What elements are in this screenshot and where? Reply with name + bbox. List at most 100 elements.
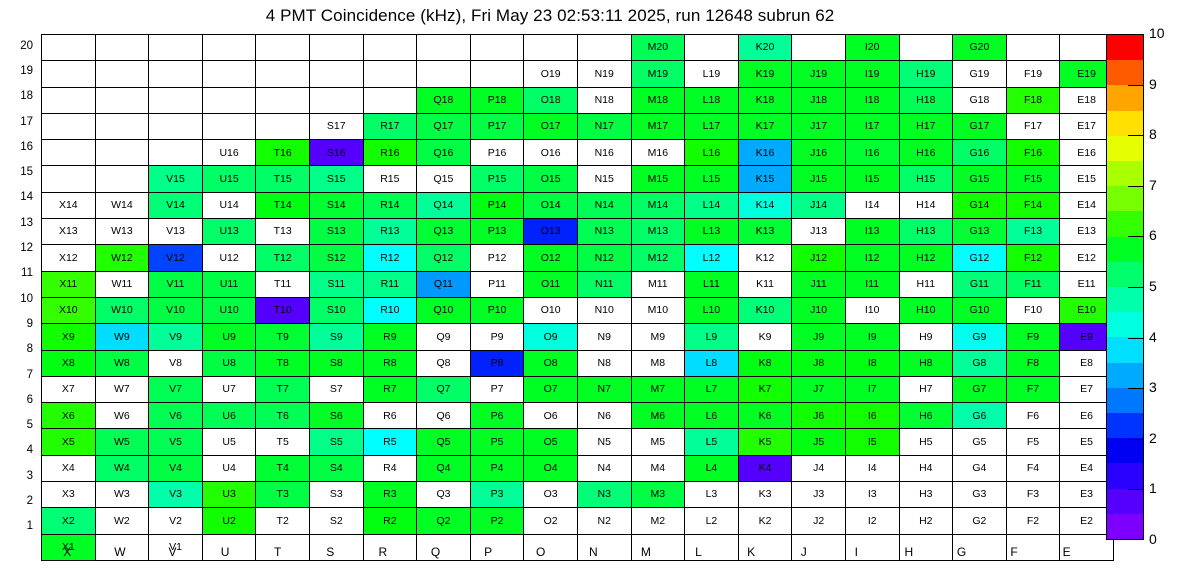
heatmap-cell-K9: K9 bbox=[737, 323, 793, 351]
heatmap-cell-H16: H16 bbox=[898, 139, 954, 167]
heatmap-cell-L11: L11 bbox=[684, 270, 739, 298]
heatmap-cell-V14: V14 bbox=[148, 191, 203, 220]
heatmap-cell-J6: J6 bbox=[791, 402, 846, 430]
heatmap-cell-N4: N4 bbox=[576, 454, 632, 483]
colorbar-gradient bbox=[1106, 34, 1144, 540]
heatmap-cell-O8: O8 bbox=[523, 349, 578, 377]
heatmap-row: S17 R17 Q17 P17 O17 N17 M17 L17 K17 J17 I17 H17 G17 F… bbox=[41, 112, 1114, 141]
heatmap-cell-empty bbox=[94, 165, 150, 193]
heatmap-cell-H15: H15 bbox=[898, 165, 954, 193]
heatmap-cell-O9: O9 bbox=[523, 323, 578, 351]
heatmap-cell-L2: L2 bbox=[684, 507, 739, 535]
heatmap-cell-U4: U4 bbox=[201, 454, 257, 483]
colorbar-tick-mark-2 bbox=[1128, 438, 1144, 440]
heatmap-cell-O14: O14 bbox=[523, 191, 578, 220]
colorbar-band-19 bbox=[1107, 34, 1143, 61]
heatmap-cell-J12: J12 bbox=[791, 244, 846, 272]
heatmap-cell-J15: J15 bbox=[791, 165, 846, 193]
heatmap-cell-V6: V6 bbox=[148, 402, 203, 430]
heatmap-cell-P10: P10 bbox=[469, 296, 525, 325]
heatmap-row: X11 W11 V11 U11 T11 S11 R11 Q11 P11 O11 N11 M11 L11 K… bbox=[41, 270, 1114, 298]
heatmap-row: X2 W2 V2 U2 T2 S2 R2 Q2 P2 O2 N2 M2 L2 K2 J2 I2 H2 G2 F2 E2 bbox=[41, 507, 1114, 535]
heatmap-cell-I12: I12 bbox=[844, 244, 900, 272]
heatmap-cell-I18: I18 bbox=[844, 86, 900, 114]
heatmap-cell-O16: O16 bbox=[523, 139, 578, 167]
heatmap-cell-empty bbox=[576, 33, 632, 62]
heatmap-cell-empty bbox=[576, 533, 632, 561]
heatmap-cell-Q4: Q4 bbox=[416, 454, 471, 483]
heatmap-cell-P14: P14 bbox=[469, 191, 525, 220]
heatmap-cell-E10: E10 bbox=[1059, 296, 1114, 325]
heatmap-cell-J11: J11 bbox=[791, 270, 846, 298]
heatmap-cell-M20: M20 bbox=[630, 33, 686, 62]
heatmap-cell-Q14: Q14 bbox=[416, 191, 471, 220]
heatmap-cell-P17: P17 bbox=[469, 112, 525, 141]
heatmap-cell-empty bbox=[148, 86, 203, 114]
x-axis-tick-T: T bbox=[274, 545, 282, 559]
heatmap-cell-X14: X14 bbox=[41, 191, 96, 220]
heatmap-row: X14 W14 V14 U14 T14 S14 R14 Q14 P14 O14 N14 M14 L14 K… bbox=[41, 191, 1114, 220]
heatmap-cell-empty bbox=[1059, 33, 1114, 62]
heatmap-cell-empty bbox=[41, 165, 96, 193]
heatmap-cell-U10: U10 bbox=[201, 296, 257, 325]
heatmap-cell-H10: H10 bbox=[898, 296, 954, 325]
heatmap-cell-Q7: Q7 bbox=[416, 375, 471, 404]
heatmap-cell-Q17: Q17 bbox=[416, 112, 471, 141]
heatmap-cell-G10: G10 bbox=[952, 296, 1007, 325]
heatmap-cell-Q2: Q2 bbox=[416, 507, 471, 535]
heatmap-cell-R5: R5 bbox=[362, 428, 418, 456]
heatmap-cell-Q13: Q13 bbox=[416, 218, 471, 246]
heatmap-cell-X13: X13 bbox=[41, 218, 96, 246]
heatmap-cell-empty bbox=[362, 86, 418, 114]
heatmap-row: X6 W6 V6 U6 T6 S6 R6 Q6 P6 O6 N6 M6 L6 K6 J6 I6 H6 G6 F6 E6 bbox=[41, 402, 1114, 430]
heatmap-cell-T6: T6 bbox=[255, 402, 310, 430]
heatmap-cell-W8: W8 bbox=[94, 349, 150, 377]
heatmap-cell-I4: I4 bbox=[844, 454, 900, 483]
heatmap-cell-E16: E16 bbox=[1059, 139, 1114, 167]
heatmap-cell-J18: J18 bbox=[791, 86, 846, 114]
colorbar-band-13 bbox=[1107, 186, 1143, 212]
heatmap-cell-M3: M3 bbox=[630, 481, 686, 509]
heatmap-cell-H2: H2 bbox=[898, 507, 954, 535]
x-axis-tick-W: W bbox=[114, 545, 126, 559]
x-axis-tick-L: L bbox=[695, 545, 702, 559]
heatmap-cell-Q16: Q16 bbox=[416, 139, 471, 167]
colorbar-band-15 bbox=[1107, 135, 1143, 161]
heatmap-cell-X3: X3 bbox=[41, 481, 96, 509]
heatmap-cell-L4: L4 bbox=[684, 454, 739, 483]
heatmap-cell-I3: I3 bbox=[844, 481, 900, 509]
heatmap-cell-G20: G20 bbox=[952, 33, 1007, 62]
heatmap-cell-empty bbox=[148, 112, 203, 141]
heatmap-cell-P4: P4 bbox=[469, 454, 525, 483]
heatmap-cell-K16: K16 bbox=[737, 139, 793, 167]
y-axis-tick-1: 1 bbox=[26, 520, 33, 533]
heatmap-cell-T13: T13 bbox=[255, 218, 310, 246]
heatmap-cell-H7: H7 bbox=[898, 375, 954, 404]
heatmap-cell-N12: N12 bbox=[576, 244, 632, 272]
heatmap-cell-empty bbox=[308, 86, 364, 114]
colorbar-tick-label-9: 9 bbox=[1149, 75, 1157, 92]
heatmap-cell-X4: X4 bbox=[41, 454, 96, 483]
heatmap-cell-V12: V12 bbox=[148, 244, 203, 272]
heatmap-cell-W9: W9 bbox=[94, 323, 150, 351]
heatmap-cell-K15: K15 bbox=[737, 165, 793, 193]
heatmap-cell-empty bbox=[94, 60, 150, 88]
y-axis-tick-3: 3 bbox=[26, 469, 33, 482]
heatmap-row: Q18 P18 O18 N18 M18 L18 K18 J18 I18 H18 G18 F18 E18 bbox=[41, 86, 1114, 114]
heatmap-cell-K3: K3 bbox=[737, 481, 793, 509]
heatmap-cell-empty bbox=[1005, 33, 1061, 62]
heatmap-cell-M17: M17 bbox=[630, 112, 686, 141]
heatmap-cell-I14: I14 bbox=[844, 191, 900, 220]
heatmap-cell-R4: R4 bbox=[362, 454, 418, 483]
heatmap-cell-empty bbox=[362, 33, 418, 62]
heatmap-cell-M16: M16 bbox=[630, 139, 686, 167]
heatmap-row: X1 V1 bbox=[41, 533, 1114, 561]
heatmap-cell-E17: E17 bbox=[1059, 112, 1114, 141]
heatmap-cell-M8: M8 bbox=[630, 349, 686, 377]
heatmap-cell-P18: P18 bbox=[469, 86, 525, 114]
heatmap-cell-V2: V2 bbox=[148, 507, 203, 535]
heatmap-cell-W6: W6 bbox=[94, 402, 150, 430]
heatmap-cell-W10: W10 bbox=[94, 296, 150, 325]
heatmap-cell-Q15: Q15 bbox=[416, 165, 471, 193]
heatmap-cell-X1: X1 bbox=[41, 533, 96, 561]
